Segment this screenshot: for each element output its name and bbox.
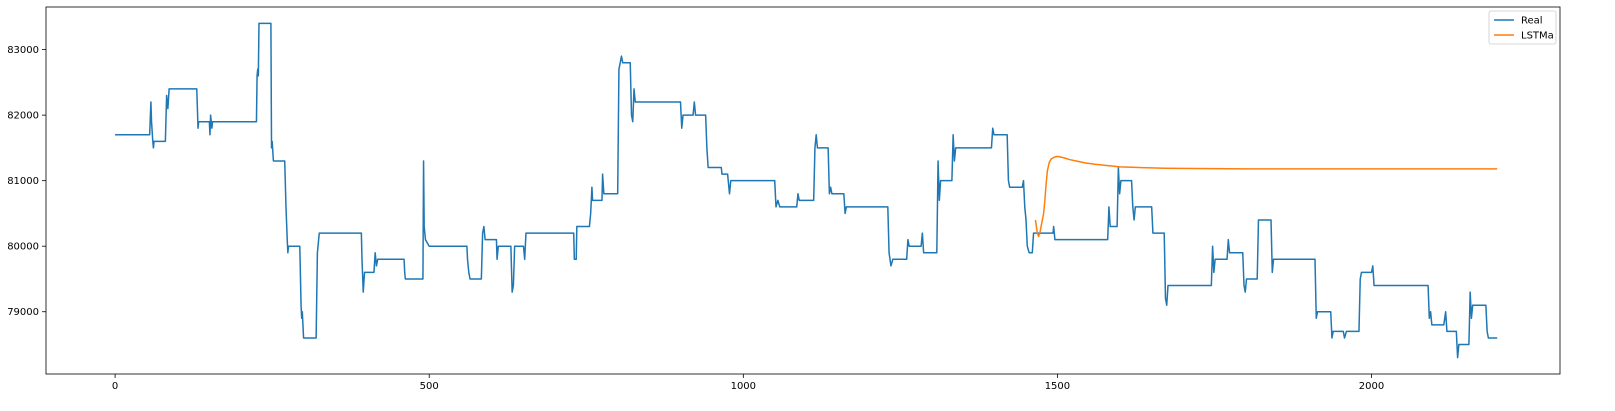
x-tick-label: 1500 <box>1045 381 1070 392</box>
series-line-lstma <box>1034 155 1498 238</box>
x-tick-label: 1000 <box>731 381 756 392</box>
y-axis: 79000 80000 81000 82000 83000 <box>7 45 46 318</box>
series-layer <box>115 22 1498 359</box>
y-tick-label: 83000 <box>7 45 39 56</box>
y-tick-label: 82000 <box>7 111 39 122</box>
x-tick-label: 0 <box>112 381 118 392</box>
x-tick-label: 2000 <box>1359 381 1384 392</box>
x-tick-label: 500 <box>420 381 439 392</box>
plot-frame <box>45 6 1561 375</box>
legend: Real LSTMa <box>1488 10 1557 45</box>
y-tick-label: 79000 <box>7 307 39 318</box>
legend-label-lstma: LSTMa <box>1521 31 1554 42</box>
legend-label-real: Real <box>1521 16 1543 27</box>
y-tick-label: 81000 <box>7 176 39 187</box>
x-axis: 0 500 1000 1500 2000 <box>112 374 1384 392</box>
series-line-real <box>115 22 1498 359</box>
y-tick-label: 80000 <box>7 242 39 253</box>
